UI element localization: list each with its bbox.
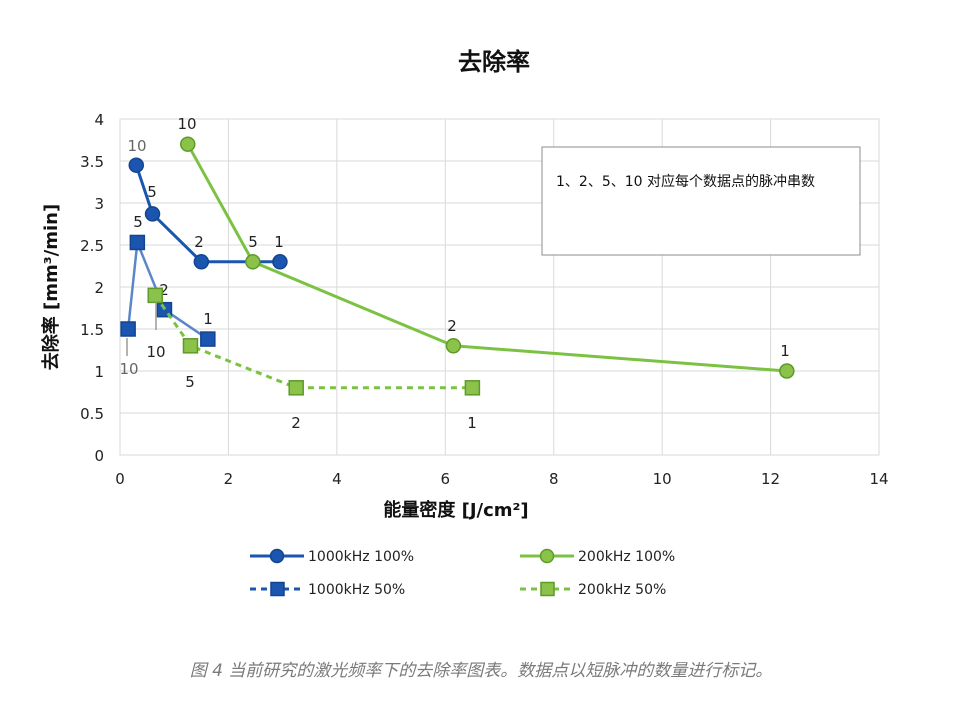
legend-item: 1000kHz 50% xyxy=(250,581,405,598)
data-point xyxy=(193,254,210,270)
data-point xyxy=(464,380,481,396)
series-line xyxy=(186,143,787,373)
data-point xyxy=(144,206,161,222)
y-axis-ticks: 0 0.5 1 1.5 2 2.5 3 3.5 4 xyxy=(80,111,104,465)
data-label: 2 xyxy=(291,414,301,432)
data-point xyxy=(272,254,288,270)
x-tick-label: 2 xyxy=(224,470,234,488)
chart-title: 去除率 xyxy=(458,48,530,76)
data-label: 10 xyxy=(119,360,138,378)
legend-item: 1000kHz 100% xyxy=(250,548,414,565)
y-tick-label: 4 xyxy=(94,111,104,129)
x-tick-label: 4 xyxy=(332,470,342,488)
legend-item: 200kHz 50% xyxy=(520,581,666,598)
data-label: 1 xyxy=(780,342,790,360)
legend-marker xyxy=(540,581,555,597)
annotation-text: 1、2、5、10 对应每个数据点的脉冲串数 xyxy=(556,174,815,190)
y-tick-label: 1 xyxy=(94,363,104,381)
y-axis-label: 去除率 [mm³/min] xyxy=(40,204,62,370)
legend-label: 1000kHz 50% xyxy=(308,582,405,598)
series-3: 10 5 2 1 xyxy=(146,287,481,432)
data-point xyxy=(182,338,199,354)
legend-marker xyxy=(269,548,285,564)
y-tick-label: 0.5 xyxy=(80,405,104,423)
x-axis-ticks: 0 2 4 6 8 10 12 14 xyxy=(115,470,888,488)
data-label: 10 xyxy=(177,115,196,133)
data-point xyxy=(288,380,304,396)
y-tick-label: 2.5 xyxy=(80,237,104,255)
series-line xyxy=(126,241,209,341)
y-tick-label: 2 xyxy=(94,279,104,297)
data-label: 1 xyxy=(274,233,284,251)
legend-item: 200kHz 100% xyxy=(520,548,675,565)
legend-label: 200kHz 100% xyxy=(578,549,675,565)
series-0: 10 5 2 1 xyxy=(127,137,288,270)
data-label: 5 xyxy=(185,373,195,391)
annotation-box: 1、2、5、10 对应每个数据点的脉冲串数 xyxy=(541,146,861,256)
data-point xyxy=(200,331,216,347)
y-tick-label: 1.5 xyxy=(80,321,104,339)
x-tick-label: 12 xyxy=(761,470,780,488)
data-label: 2 xyxy=(159,281,169,299)
x-tick-label: 6 xyxy=(441,470,451,488)
data-point xyxy=(445,338,462,354)
figure-caption: 图 4 当前研究的激光频率下的去除率图表。数据点以短脉冲的数量进行标记。 xyxy=(189,661,773,681)
legend-label: 1000kHz 100% xyxy=(308,549,414,565)
data-point xyxy=(120,321,136,337)
y-tick-label: 3.5 xyxy=(80,153,104,171)
data-label: 1 xyxy=(467,414,477,432)
data-point xyxy=(245,254,261,270)
data-label: 10 xyxy=(146,343,165,361)
data-point xyxy=(128,157,145,173)
data-label: 5 xyxy=(133,213,143,231)
data-point xyxy=(147,287,163,304)
data-point xyxy=(779,363,795,379)
data-point xyxy=(129,234,146,251)
series-layer: 10 5 2 1 10 5 2 1 10 5 2 1 10 5 2 1 xyxy=(119,115,795,432)
legend: 1000kHz 100% 200kHz 100% 1000kHz 50% 200kHz… xyxy=(250,548,675,598)
data-label: 2 xyxy=(447,317,457,335)
data-label: 5 xyxy=(248,233,258,251)
data-label: 2 xyxy=(194,233,204,251)
series-1: 10 5 2 1 xyxy=(177,115,795,379)
data-label: 5 xyxy=(147,183,157,201)
plot-grid xyxy=(119,118,880,456)
x-tick-label: 0 xyxy=(115,470,125,488)
legend-marker xyxy=(270,581,285,597)
x-tick-label: 8 xyxy=(549,470,559,488)
data-label: 1 xyxy=(203,310,213,328)
series-line xyxy=(134,164,280,264)
legend-label: 200kHz 50% xyxy=(578,582,666,598)
x-axis-label: 能量密度 [J/cm²] xyxy=(383,499,528,521)
data-label: 10 xyxy=(127,137,146,155)
removal-rate-chart: 去除率 00.511.522.533.54 0 2 4 6 8 10 12 14 去除率 [m… xyxy=(40,48,889,598)
y-tick-label: 0 xyxy=(94,447,104,465)
series-2: 10 5 2 1 xyxy=(119,213,216,378)
data-point xyxy=(180,136,196,152)
x-tick-label: 14 xyxy=(869,470,888,488)
legend-marker xyxy=(539,548,555,564)
x-tick-label: 10 xyxy=(653,470,672,488)
y-tick-label: 3 xyxy=(94,195,104,213)
